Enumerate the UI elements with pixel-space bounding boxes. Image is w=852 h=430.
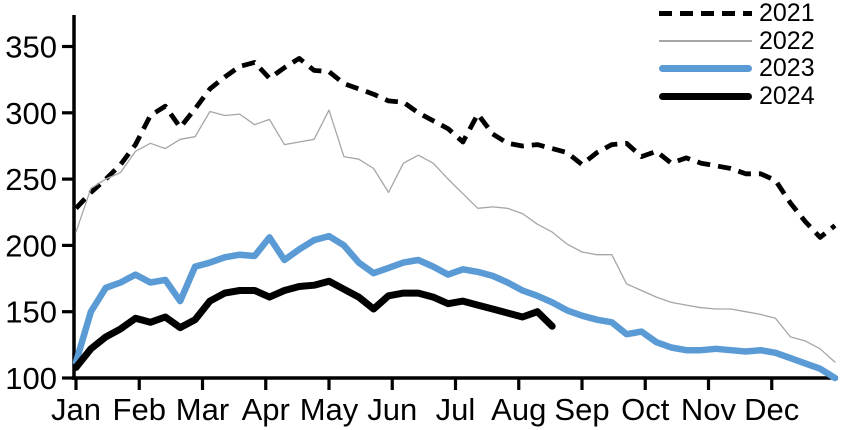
series-line-2023 [72,232,839,382]
x-tick-label: Sep [554,392,609,427]
x-tick-label: Aug [491,392,546,427]
series-line-2022 [75,109,836,363]
y-tick-label: 200 [5,228,57,263]
legend-label: 2024 [759,81,815,110]
legend-entry-2022: 2022 [659,28,852,56]
y-tick-label: 300 [5,96,57,131]
legend-label: 2023 [759,54,815,83]
x-tick-label: Jan [51,392,101,427]
x-tick-label: Jul [436,392,476,427]
legend-label: 2022 [759,26,815,55]
y-tick-label: 150 [5,295,57,330]
legend-entry-2021: 2021 [659,0,852,28]
legend-line-sample-black [659,92,752,100]
x-tick-label: Dec [744,392,799,427]
x-tick-label: Feb [113,392,166,427]
y-tick-label: 100 [5,361,57,396]
x-tick-label: May [300,392,359,427]
x-tick-label: Jun [367,392,417,427]
series-line-2021 [74,56,837,240]
chart-legend: 2021 2022 2023 2024 [659,0,852,110]
y-tick-label: 250 [5,162,57,197]
legend-line-sample-thin [659,40,752,43]
x-tick-label: Nov [681,392,737,427]
x-tick-label: Apr [242,392,290,427]
x-tick-label: Oct [621,392,670,427]
legend-line-sample-dashed [659,11,752,17]
y-tick-label: 350 [5,30,57,65]
legend-entry-2023: 2023 [659,55,852,83]
x-tick-label: Mar [176,392,229,427]
legend-entry-2024: 2024 [659,83,852,111]
series-line-2024 [72,277,556,371]
legend-label: 2021 [759,0,815,28]
legend-line-sample-blue [659,65,752,73]
